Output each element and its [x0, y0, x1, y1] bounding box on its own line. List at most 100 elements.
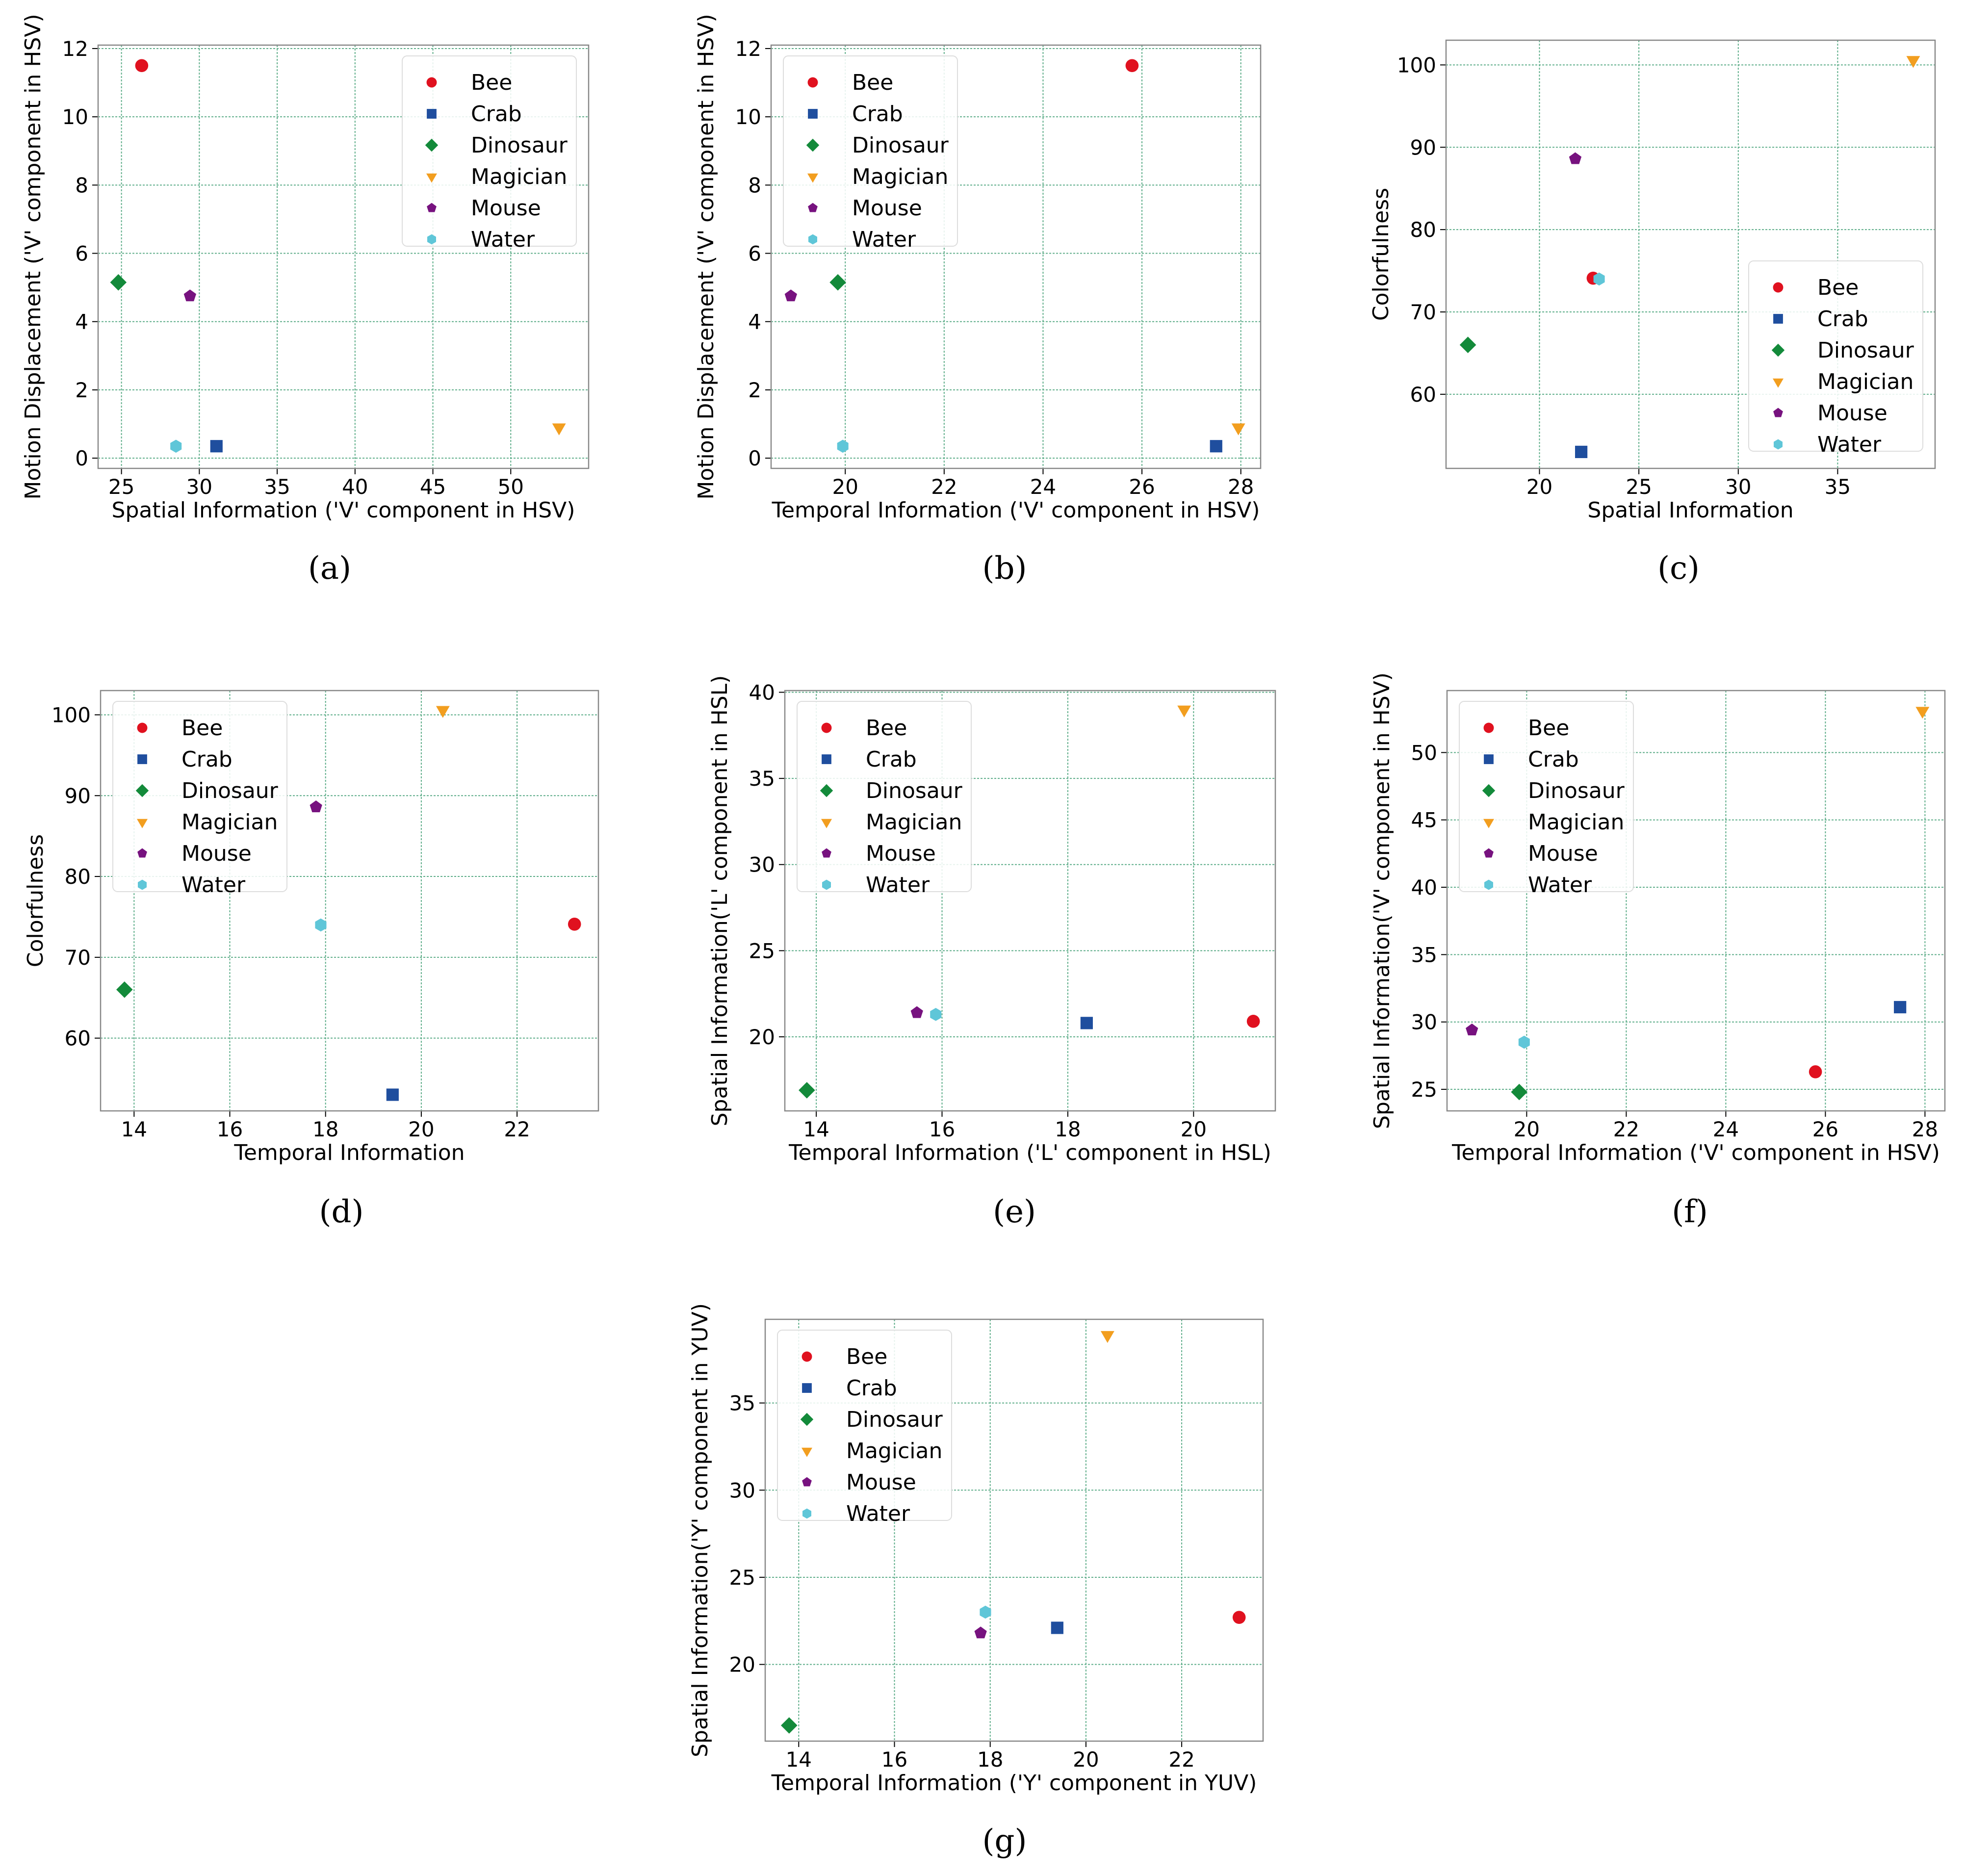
legend-marker-magician	[821, 819, 832, 828]
legend-label: Crab	[181, 747, 233, 772]
x-tick-label: 16	[929, 1117, 955, 1141]
x-axis-label: Spatial Information	[1587, 498, 1793, 523]
y-axis-label: Motion Displacement ('V' component in HS…	[21, 14, 46, 499]
y-tick-label: 4	[748, 310, 761, 334]
y-tick-label: 35	[749, 767, 775, 791]
legend-label: Water	[181, 873, 246, 898]
data-point-dinosaur	[110, 274, 127, 291]
legend-label: Magician	[846, 1439, 942, 1464]
data-point-water	[980, 1605, 991, 1619]
data-point-water	[837, 439, 849, 453]
legend-marker-dinosaur	[806, 138, 820, 152]
y-tick-label: 25	[729, 1566, 755, 1590]
panel-caption: (b)	[982, 550, 1027, 587]
data-point-dinosaur	[1511, 1083, 1527, 1101]
x-tick-label: 14	[786, 1748, 812, 1772]
x-tick-label: 16	[217, 1117, 243, 1141]
data-point-bee	[1125, 59, 1139, 73]
legend-box	[1748, 260, 1923, 452]
x-tick-label: 18	[977, 1748, 1003, 1772]
legend-marker-dinosaur	[1771, 343, 1785, 357]
plot-frame	[770, 44, 1262, 469]
x-tick-label: 30	[186, 475, 212, 499]
legend-marker-mouse	[808, 203, 818, 212]
y-tick-label: 70	[1410, 300, 1436, 324]
y-tick-label: 6	[748, 242, 761, 266]
chart-panel-c: 20 25 30 35 60 70 80 90 100 Spatial Information Co…	[1369, 39, 1936, 587]
legend-marker-bee	[807, 77, 818, 88]
data-point-mouse	[1466, 1023, 1478, 1035]
legend-box	[797, 701, 972, 892]
x-tick-label: 40	[342, 475, 368, 499]
plot-frame	[784, 690, 1276, 1112]
data-point-dinosaur	[829, 274, 846, 291]
legend-marker-crab	[1773, 314, 1783, 324]
legend: Bee Crab Dinosaur Magician Mouse Water	[1459, 701, 1634, 898]
y-tick-label: 12	[62, 37, 88, 61]
legend-label: Bee	[471, 70, 512, 95]
x-tick-label: 28	[1228, 475, 1254, 499]
chart-panel-d: 14 16 18 20 22 60 70 80 90 100 Temporal Informatio…	[23, 690, 599, 1230]
data-point-mouse	[310, 800, 322, 813]
y-tick-label: 2	[748, 378, 761, 402]
plot-frame	[1445, 39, 1936, 469]
data-point-crab	[1080, 1017, 1093, 1029]
legend-label: Mouse	[471, 196, 541, 221]
panel-caption: (e)	[993, 1194, 1036, 1230]
legend-marker-mouse	[1484, 848, 1494, 858]
panel-caption: (d)	[319, 1194, 364, 1230]
legend-marker-magician	[137, 819, 148, 828]
legend: Bee Crab Dinosaur Magician Mouse Water	[1748, 260, 1923, 457]
legend-marker-dinosaur	[135, 784, 149, 797]
y-tick-label: 90	[65, 784, 91, 808]
legend-label: Crab	[866, 747, 917, 772]
data-point-water	[315, 918, 327, 932]
y-axis-label: Motion Displacement ('V' component in HS…	[694, 14, 719, 499]
y-tick-label: 10	[62, 105, 88, 129]
legend-marker-water	[427, 234, 436, 245]
legend-label: Crab	[846, 1376, 897, 1401]
data-point-mouse	[974, 1626, 987, 1639]
x-tick-label: 35	[1825, 475, 1851, 499]
x-tick-label: 26	[1129, 475, 1155, 499]
y-tick-label: 4	[75, 310, 88, 334]
legend-label: Water	[1817, 432, 1882, 457]
data-point-magician	[1906, 56, 1920, 68]
legend: Bee Crab Dinosaur Magician Mouse Water	[402, 55, 577, 252]
legend-label: Magician	[866, 810, 962, 835]
data-point-water	[1593, 272, 1605, 286]
legend-label: Bee	[846, 1344, 887, 1369]
legend-label: Water	[1528, 873, 1592, 898]
y-tick-label: 0	[748, 446, 761, 470]
legend-label: Magician	[852, 164, 948, 189]
y-tick-label: 50	[1411, 741, 1437, 765]
panel-caption: (g)	[982, 1823, 1027, 1859]
data-point-bee	[1809, 1065, 1822, 1079]
legend-marker-magician	[1773, 378, 1784, 388]
legend-box	[783, 55, 958, 247]
legend-label: Bee	[181, 716, 223, 741]
plot-frame	[100, 690, 599, 1112]
x-axis-label: Temporal Information ('L' component in H…	[788, 1140, 1271, 1165]
data-point-crab	[1894, 1001, 1907, 1014]
legend-marker-water	[808, 234, 817, 245]
x-tick-label: 18	[312, 1117, 338, 1141]
legend-marker-water	[802, 1508, 811, 1519]
legend-label: Dinosaur	[471, 133, 568, 158]
x-tick-label: 50	[498, 475, 524, 499]
data-point-crab	[210, 440, 223, 453]
y-tick-label: 45	[1411, 808, 1437, 832]
data-point-magician	[436, 706, 450, 718]
x-tick-label: 20	[1514, 1117, 1540, 1141]
legend-label: Bee	[1817, 275, 1859, 300]
legend-label: Mouse	[1528, 841, 1598, 866]
legend-marker-dinosaur	[820, 784, 833, 797]
data-point-magician	[552, 423, 566, 436]
data-point-dinosaur	[1459, 336, 1476, 353]
y-tick-label: 30	[729, 1478, 755, 1502]
legend-label: Water	[866, 873, 930, 898]
x-tick-label: 22	[1613, 1117, 1639, 1141]
legend-marker-crab	[802, 1383, 812, 1393]
legend-label: Bee	[1528, 716, 1569, 741]
